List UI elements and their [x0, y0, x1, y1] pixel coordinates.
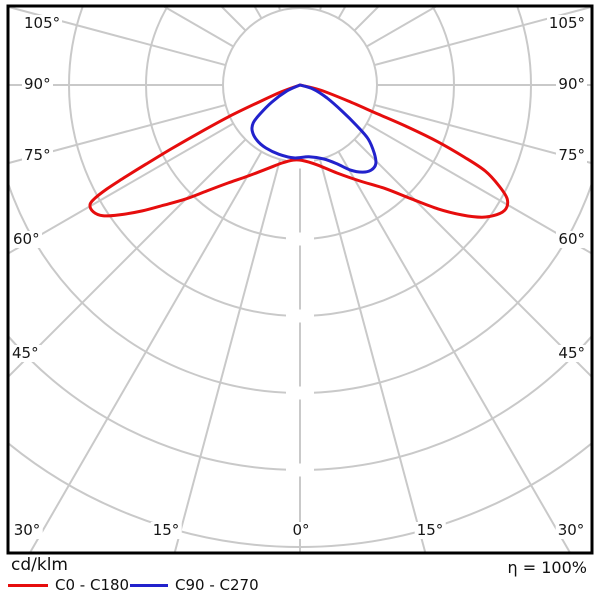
ring-value-gap — [286, 463, 314, 477]
polar-ray — [9, 7, 226, 67]
polar-ray — [318, 159, 427, 552]
angle-label: 105° — [22, 14, 63, 32]
angle-label: 60° — [11, 230, 42, 248]
angle-label: 30° — [11, 521, 43, 539]
polar-ray — [374, 103, 591, 164]
angle-label: 60° — [556, 230, 587, 248]
polar-ray — [9, 103, 226, 164]
ring-value-gap — [286, 309, 314, 323]
angle-label: 90° — [22, 75, 53, 93]
c0-c180-line-swatch — [8, 583, 48, 587]
legend-label: C0 - C180 — [55, 576, 130, 594]
polar-ray — [337, 151, 571, 552]
angle-label: 15° — [414, 521, 446, 539]
polar-ray — [29, 151, 263, 552]
angle-label: 90° — [556, 75, 587, 93]
angle-label: 75° — [22, 146, 53, 164]
ring-value-gap — [286, 386, 314, 400]
angle-label: 15° — [150, 521, 182, 539]
c90-c270-curve — [250, 83, 378, 174]
efficiency-label: η = 100% — [507, 558, 587, 577]
angle-label: 0° — [290, 521, 312, 539]
polar-ray — [173, 159, 282, 552]
c90-c270-line-swatch — [130, 583, 168, 587]
legend-item-c90-c270: C90 - C270 — [130, 576, 259, 594]
angle-label: 105° — [546, 14, 587, 32]
angle-label: 45° — [556, 344, 587, 362]
plot-border — [6, 4, 594, 555]
legend-label: C90 - C270 — [175, 576, 259, 594]
c0-c180-curve — [88, 83, 510, 219]
angle-label: 45° — [10, 344, 41, 362]
ring-value-gap — [286, 232, 314, 246]
unit-label: cd/klm — [11, 555, 68, 575]
polar-ray — [374, 7, 591, 67]
angle-label: 75° — [556, 146, 587, 164]
legend: C0 - C180 C90 - C270 — [0, 576, 600, 596]
polar-ray — [9, 122, 234, 254]
angle-label: 30° — [555, 521, 587, 539]
polar-ray — [366, 122, 591, 254]
legend-item-c0-c180: C0 - C180 — [8, 576, 129, 594]
